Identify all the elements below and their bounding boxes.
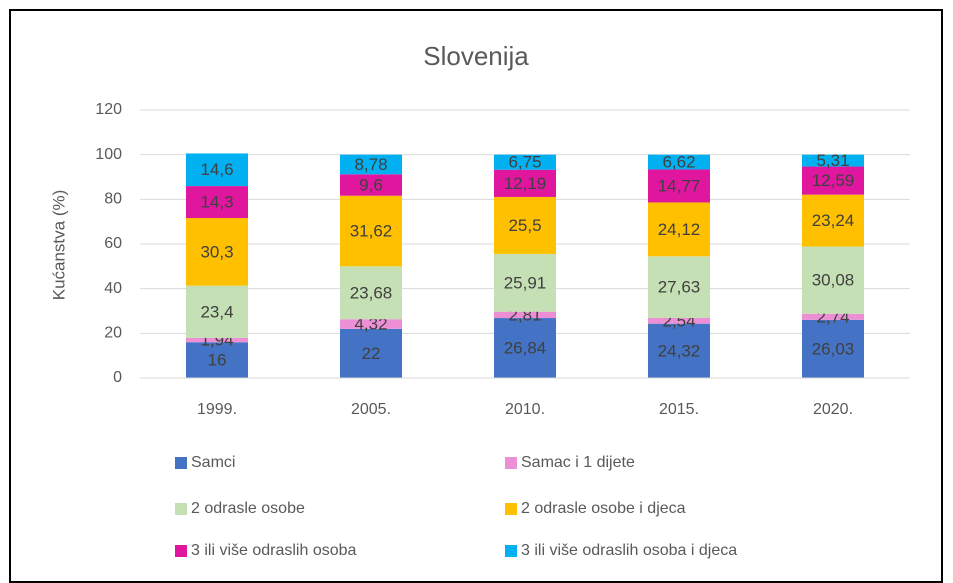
data-label: 30,08: [812, 271, 855, 290]
legend-label: 2 odrasle osobe i djeca: [521, 500, 686, 517]
bar-segment: [494, 196, 556, 254]
x-tick-label: 2015.: [659, 401, 699, 418]
chart-title: Slovenija: [423, 41, 529, 71]
y-tick-label: 120: [95, 101, 122, 118]
bar-segment: [648, 169, 710, 203]
legend-label: 2 odrasle osobe: [191, 500, 305, 517]
bar-segment: [186, 186, 248, 219]
data-label: 12,19: [504, 174, 547, 193]
bar-segment: [340, 328, 402, 378]
data-label: 16: [208, 351, 227, 370]
bar-segment: [494, 169, 556, 197]
data-label: 23,24: [812, 211, 855, 230]
bar-segment: [186, 342, 248, 378]
bar-segment: [186, 218, 248, 286]
legend-swatch: [175, 503, 187, 515]
x-tick-label: 2020.: [813, 401, 853, 418]
y-tick-label: 60: [104, 235, 122, 252]
data-label: 22: [362, 344, 381, 363]
legend-swatch: [505, 503, 517, 515]
data-label: 12,59: [812, 171, 855, 190]
data-label: 23,68: [350, 283, 393, 302]
data-label: 31,62: [350, 222, 393, 241]
data-label: 24,32: [658, 341, 701, 360]
bar-segment: [494, 253, 556, 312]
bar-segment: [494, 154, 556, 170]
x-tick-label: 1999.: [197, 401, 237, 418]
data-label: 26,84: [504, 339, 547, 358]
y-tick-label: 20: [104, 325, 122, 342]
legend-label: 3 ili više odraslih osoba: [191, 542, 357, 559]
data-label: 5,31: [816, 151, 849, 170]
legend-label: 3 ili više odraslih osoba i djeca: [521, 542, 737, 559]
data-label: 14,3: [200, 193, 233, 212]
legend-swatch: [175, 545, 187, 557]
bar-segment: [802, 319, 864, 378]
data-label: 24,12: [658, 220, 701, 239]
bar-segment: [802, 246, 864, 314]
legend-swatch: [505, 545, 517, 557]
bar-segment: [494, 318, 556, 378]
data-label: 14,6: [200, 160, 233, 179]
bar-segment: [648, 202, 710, 257]
data-label: 27,63: [658, 278, 701, 297]
legend-label: Samci: [191, 454, 235, 471]
data-label: 23,4: [200, 302, 233, 321]
bar-segment: [186, 153, 248, 187]
bar-segment: [648, 256, 710, 319]
data-label: 25,5: [508, 216, 541, 235]
bar-segment: [340, 174, 402, 196]
bar-segment: [494, 311, 556, 319]
x-tick-label: 2005.: [351, 401, 391, 418]
bar-segment: [340, 195, 402, 267]
bar-segment: [648, 323, 710, 378]
legend-label: Samac i 1 dijete: [521, 454, 635, 471]
legend-swatch: [175, 457, 187, 469]
legend-swatch: [505, 457, 517, 469]
data-label: 6,75: [508, 153, 541, 172]
x-tick-label: 2010.: [505, 401, 545, 418]
bar-segment: [186, 337, 248, 343]
chart-frame: [9, 9, 943, 583]
data-label: 4,32: [354, 315, 387, 334]
bar-segment: [186, 285, 248, 338]
data-label: 9,6: [359, 175, 383, 194]
bar-segment: [802, 154, 864, 167]
y-axis-label: Kućanstva (%): [49, 190, 68, 301]
bar-segment: [802, 166, 864, 195]
y-tick-label: 40: [104, 280, 122, 297]
data-label: 25,91: [504, 273, 547, 292]
y-tick-label: 100: [95, 146, 122, 163]
data-label: 30,3: [200, 242, 233, 261]
bar-segment: [648, 154, 710, 170]
bar-segment: [340, 266, 402, 320]
y-tick-label: 0: [113, 369, 122, 386]
data-label: 14,77: [658, 176, 701, 195]
y-tick-label: 80: [104, 191, 122, 208]
bar-segment: [340, 319, 402, 329]
data-label: 26,03: [812, 339, 855, 358]
bar-segment: [802, 313, 864, 320]
data-label: 6,62: [662, 153, 695, 172]
bar-segment: [802, 194, 864, 247]
data-label: 8,78: [354, 155, 387, 174]
bar-segment: [648, 318, 710, 324]
bar-segment: [340, 154, 402, 175]
